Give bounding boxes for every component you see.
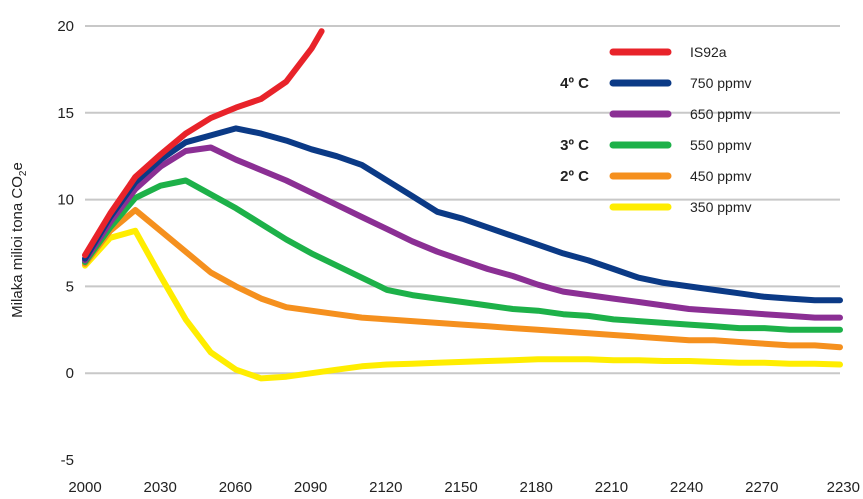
y-axis-label-sub: 2 [18,170,29,176]
x-tick-label: 2030 [144,479,177,496]
y-tick-label: 10 [57,192,74,209]
x-tick-label: 2000 [68,479,101,496]
temperature-label: 3º C [560,137,589,154]
gridlines [85,25,840,375]
x-tick-label: 2180 [520,479,553,496]
series-lines [82,28,843,382]
x-axis-ticks: 2000 2030 2060 2090 2120 2150 2180 2210 2240 2270… [68,479,860,496]
legend-label: 550 ppmv [690,137,751,153]
temperature-label: 2º C [560,168,589,185]
x-tick-label: 2120 [369,479,402,496]
y-axis-label: Milaka milioi tona CO2e [9,162,29,318]
series-line-550-ppmv [82,177,843,333]
y-axis-label-main: Milaka milioi tona CO [9,176,26,318]
legend-label: 350 ppmv [690,199,751,215]
legend: IS92a 750 ppmv 4º C 650 ppmv 550 ppmv 3º C 450… [560,44,751,215]
y-axis-label-suffix: e [9,162,26,170]
legend-label: 750 ppmv [690,75,751,91]
series-line-650-ppmv [82,144,843,321]
legend-label: 450 ppmv [690,168,751,184]
x-tick-label: 2060 [219,479,252,496]
x-tick-label: 2270 [745,479,778,496]
y-axis-ticks: 20 15 10 5 0 -5 [57,18,74,469]
series-line-is92a [82,28,325,259]
temperature-label: 4º C [560,75,589,92]
x-tick-label: 2230 [827,479,860,496]
series-line-750-ppmv [82,125,843,304]
y-tick-label: 0 [66,365,74,382]
x-tick-label: 2090 [294,479,327,496]
x-tick-label: 2210 [595,479,628,496]
x-tick-label: 2240 [670,479,703,496]
legend-label: IS92a [690,44,727,60]
y-tick-label: 5 [66,278,74,295]
legend-label: 650 ppmv [690,106,751,122]
y-tick-label: 20 [57,18,74,35]
x-tick-label: 2150 [444,479,477,496]
y-tick-label: -5 [61,452,74,469]
series-line-450-ppmv [82,207,843,351]
series-line-350-ppmv [82,227,843,382]
y-tick-label: 15 [57,105,74,122]
